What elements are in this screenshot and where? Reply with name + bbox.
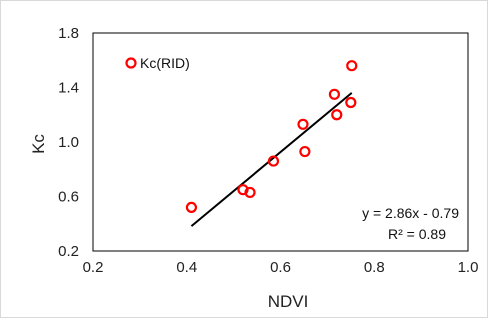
x-tick-label: 0.4 [176,259,197,276]
legend-marker [125,57,137,69]
y-tick-label: 0.2 [58,243,79,260]
data-point [345,96,357,109]
chart-frame: 0.2 0.4 0.6 0.8 1.0 0.2 0.6 1.0 1.4 1.8 NDVI Kc K… [0,0,488,318]
axes [92,32,469,252]
legend: Kc(RID) [125,55,190,71]
y-tick-label: 1.8 [58,25,79,42]
tick-labels: 0.2 0.4 0.6 0.8 1.0 0.2 0.6 1.0 1.4 1.8 [58,25,478,276]
y-tick-label: 1.0 [58,134,79,151]
data-point [185,201,198,213]
plot-area-border [92,32,469,252]
trendline-equation: y = 2.86x - 0.79 [362,205,459,221]
x-tick-label: 0.8 [364,259,385,276]
data-points [185,60,358,213]
data-point [331,109,343,121]
data-point [328,88,341,100]
trendline [190,92,353,227]
y-axis-label: Kc [29,134,48,154]
data-point [267,155,280,167]
x-tick-label: 0.6 [270,259,291,276]
x-axis-label: NDVI [268,292,309,311]
data-point [299,145,311,158]
legend-label: Kc(RID) [140,55,190,71]
y-tick-label: 1.4 [58,80,79,97]
trendline-group [190,92,353,227]
y-tick-label: 0.6 [58,189,79,206]
data-point [244,186,256,199]
data-point [297,118,309,130]
data-point [346,60,358,72]
r-squared-label: R² = 0.89 [388,226,446,242]
x-tick-label: 1.0 [458,259,479,276]
x-tick-label: 0.2 [83,259,104,276]
